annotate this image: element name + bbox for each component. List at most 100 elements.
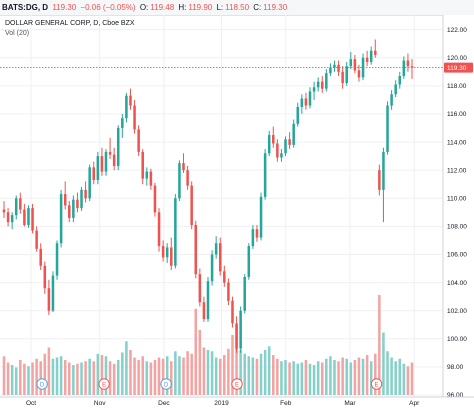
candle-body: [214, 243, 218, 255]
candle-body: [206, 281, 210, 320]
volume-bar: [116, 360, 120, 395]
volume-bar: [276, 358, 279, 395]
volume-bar: [55, 357, 59, 395]
volume-bar: [157, 357, 161, 395]
time-tick-label: Oct: [26, 400, 36, 407]
candle-body: [398, 76, 402, 85]
volume-bar: [251, 357, 255, 395]
volume-bar: [84, 361, 87, 395]
candle-body: [137, 129, 140, 152]
candle-body: [345, 66, 348, 84]
price-tick-label: 108.00: [447, 224, 467, 231]
volume-bar: [23, 363, 26, 395]
volume-bar: [165, 356, 169, 395]
candle-body: [63, 194, 67, 206]
earnings-marker: [231, 378, 243, 390]
volume-bar: [104, 356, 108, 395]
price-tick-label: 114.00: [447, 139, 467, 146]
volume-bar: [149, 362, 153, 395]
legend-volume: Vol (20): [5, 30, 30, 37]
volume-bar: [239, 350, 242, 395]
volume-bar: [357, 357, 361, 395]
candle-body: [141, 151, 144, 179]
candle-body: [390, 94, 393, 106]
candle-body: [23, 209, 26, 225]
volume-bar: [308, 363, 312, 395]
open-value: 119.48: [150, 3, 175, 12]
price-tick-label: 122.00: [447, 27, 467, 34]
volume-bar: [92, 361, 96, 395]
candle-body: [51, 275, 55, 311]
volume-bar: [345, 358, 348, 395]
candle-body: [190, 185, 193, 225]
volume-bar: [133, 357, 136, 395]
volume-bar: [31, 362, 34, 395]
volume-bar: [288, 362, 291, 395]
volume-bar: [182, 357, 185, 395]
candle-body: [341, 71, 344, 84]
volume-bar: [337, 361, 340, 395]
candle-body: [161, 246, 165, 258]
price-tick-label: 112.00: [447, 167, 467, 174]
candle-body: [157, 212, 161, 247]
candle-body: [186, 170, 189, 186]
candle-body: [210, 254, 214, 282]
candle-body: [14, 198, 18, 216]
volume-bar: [161, 358, 165, 395]
volume-bar: [259, 353, 263, 395]
volume-bar: [353, 360, 357, 395]
candle-body: [116, 128, 120, 166]
volume-bar: [27, 366, 30, 395]
candle-body: [284, 139, 287, 154]
volume-bar: [80, 362, 83, 395]
volume-bar: [145, 361, 149, 395]
volume-bar: [88, 358, 91, 395]
price-axis[interactable]: 122.00 120.00 118.00 116.00 114.00 112.00 110.…: [442, 15, 474, 411]
time-tick-label: Feb: [280, 400, 292, 407]
candle-body: [320, 81, 324, 89]
candle-body: [39, 248, 42, 266]
close-label: C:: [253, 3, 262, 12]
volume-bar: [304, 360, 308, 395]
volume-bar: [19, 360, 22, 395]
low-label: L:: [216, 3, 224, 12]
volume-bar: [382, 332, 385, 395]
volume-bar: [329, 356, 332, 395]
time-axis[interactable]: Oct Nov Dec 2019 Feb Mar Apr: [0, 396, 474, 407]
earnings-marker: [98, 378, 110, 390]
volume-bar: [316, 361, 320, 395]
candles: [2, 39, 414, 353]
time-tick-label: Mar: [344, 400, 356, 407]
candle-body: [19, 198, 22, 210]
volume-bar: [365, 355, 369, 395]
event-marker-label: E: [102, 382, 106, 388]
candle-body: [108, 151, 112, 155]
candle-body: [365, 57, 369, 62]
volume-bar: [190, 353, 193, 395]
volume-bar: [398, 358, 402, 395]
candle-body: [6, 212, 10, 223]
candle-body: [406, 60, 410, 67]
candle-body: [218, 243, 222, 272]
candle-body: [104, 151, 108, 172]
candle-body: [96, 156, 100, 181]
candle-body: [153, 185, 157, 213]
price-tick-label: 116.00: [447, 111, 467, 118]
price-tick-label: 118.00: [447, 83, 467, 90]
dividend-marker: [160, 378, 172, 390]
candle-body: [386, 105, 389, 152]
symbol-name[interactable]: BATS:DG, D: [2, 3, 49, 12]
volume-bar: [206, 350, 210, 395]
candle-body: [357, 70, 361, 78]
volume-bar: [231, 335, 234, 395]
volume-bar: [68, 362, 71, 395]
candle-body: [43, 265, 47, 289]
candle-body: [402, 60, 406, 77]
candle-body: [92, 167, 96, 181]
candle-body: [378, 170, 381, 190]
candle-body: [178, 163, 181, 199]
volume-bar: [47, 347, 51, 395]
candle-body: [276, 143, 279, 158]
event-marker-label: D: [164, 382, 169, 388]
